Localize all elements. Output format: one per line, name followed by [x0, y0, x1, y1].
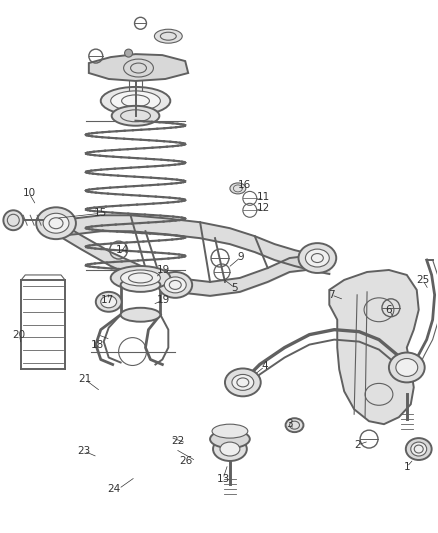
Text: 12: 12	[257, 203, 270, 213]
Text: 3: 3	[286, 419, 293, 429]
Ellipse shape	[212, 424, 248, 438]
Ellipse shape	[43, 213, 69, 233]
Ellipse shape	[159, 272, 192, 298]
Ellipse shape	[111, 266, 170, 290]
Ellipse shape	[112, 106, 159, 126]
Text: 19: 19	[157, 295, 170, 305]
Ellipse shape	[210, 430, 250, 448]
Text: 5: 5	[232, 283, 238, 293]
Text: 19: 19	[157, 265, 170, 275]
Text: 21: 21	[78, 374, 92, 384]
Ellipse shape	[111, 91, 160, 111]
Text: 17: 17	[101, 295, 114, 305]
Text: 25: 25	[416, 275, 429, 285]
Circle shape	[4, 211, 23, 230]
Polygon shape	[329, 270, 419, 424]
Text: 24: 24	[107, 484, 120, 494]
Text: 2: 2	[354, 440, 360, 450]
Ellipse shape	[36, 207, 76, 239]
Text: 20: 20	[13, 329, 26, 340]
Ellipse shape	[230, 183, 246, 194]
Text: 11: 11	[257, 192, 270, 203]
Ellipse shape	[120, 270, 160, 286]
Text: 13: 13	[216, 474, 230, 484]
Text: 22: 22	[172, 436, 185, 446]
Ellipse shape	[232, 375, 254, 390]
Text: 18: 18	[91, 340, 104, 350]
Ellipse shape	[305, 249, 329, 267]
Text: 23: 23	[77, 446, 91, 456]
Ellipse shape	[298, 243, 336, 273]
Ellipse shape	[225, 368, 261, 397]
Ellipse shape	[411, 442, 427, 456]
Ellipse shape	[164, 277, 186, 293]
Polygon shape	[89, 54, 188, 81]
Ellipse shape	[213, 437, 247, 461]
Ellipse shape	[286, 418, 304, 432]
Text: 14: 14	[116, 245, 129, 255]
Text: 16: 16	[238, 181, 251, 190]
Ellipse shape	[220, 442, 240, 456]
Ellipse shape	[96, 292, 122, 312]
Ellipse shape	[120, 308, 160, 322]
Ellipse shape	[406, 438, 431, 460]
Text: 26: 26	[180, 456, 193, 466]
Ellipse shape	[101, 87, 170, 115]
Text: 4: 4	[261, 361, 268, 372]
Text: 15: 15	[94, 208, 107, 219]
Text: 10: 10	[23, 188, 36, 198]
Text: 7: 7	[328, 290, 335, 300]
Circle shape	[124, 49, 133, 57]
Text: 1: 1	[403, 462, 410, 472]
Ellipse shape	[101, 296, 117, 308]
Ellipse shape	[389, 352, 425, 382]
Text: 9: 9	[237, 252, 244, 262]
Text: 6: 6	[385, 305, 392, 315]
Ellipse shape	[396, 359, 418, 376]
Ellipse shape	[120, 278, 160, 292]
Ellipse shape	[155, 29, 182, 43]
